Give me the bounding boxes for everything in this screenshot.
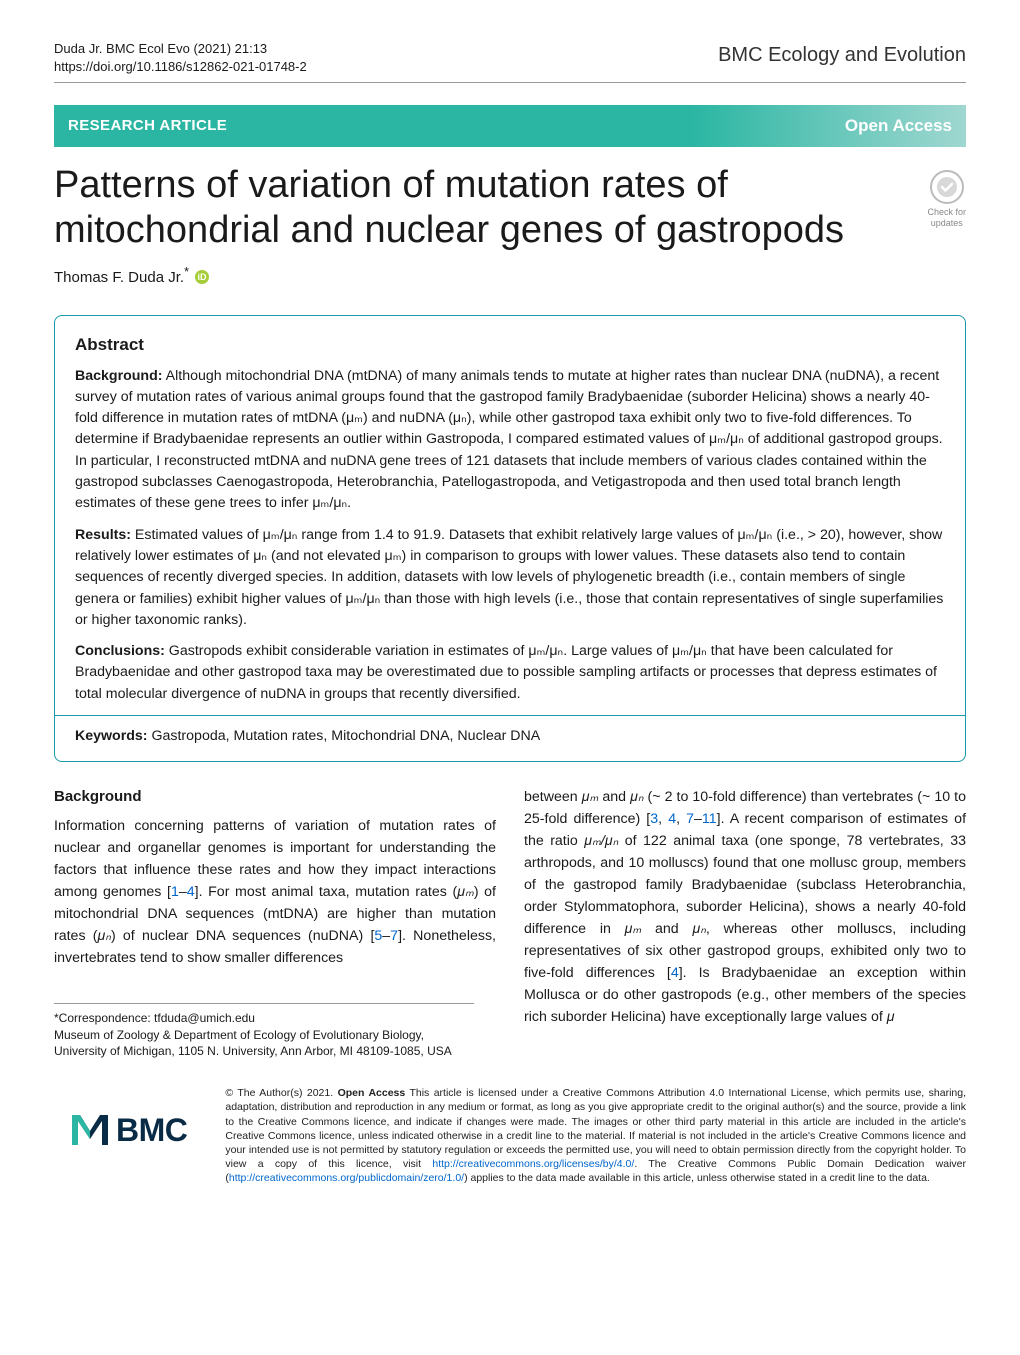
correspondence-email: *Correspondence: tfduda@umich.edu bbox=[54, 1010, 474, 1027]
check-for-updates-badge[interactable]: Check for updates bbox=[927, 169, 966, 229]
abstract-results-head: Results: bbox=[75, 527, 131, 543]
t-a: between bbox=[524, 789, 582, 805]
bmc-logo-text: BMC bbox=[116, 1106, 187, 1154]
comma1: , bbox=[658, 811, 668, 827]
mu: μ bbox=[887, 1009, 895, 1025]
open-access-bold: Open Access bbox=[338, 1087, 406, 1099]
updates-line1: Check for bbox=[927, 207, 966, 218]
bmc-logo: BMC bbox=[54, 1086, 205, 1174]
article-title: Patterns of variation of mutation rates … bbox=[54, 163, 874, 253]
orcid-icon[interactable]: iD bbox=[195, 269, 209, 292]
page-header: Duda Jr. BMC Ecol Evo (2021) 21:13 https… bbox=[54, 40, 966, 76]
footer-block: BMC © The Author(s) 2021. Open Access Th… bbox=[54, 1086, 966, 1185]
crossmark-icon bbox=[929, 169, 965, 205]
doi-line: https://doi.org/10.1186/s12862-021-01748… bbox=[54, 58, 307, 76]
author-line: Thomas F. Duda Jr.* iD bbox=[54, 263, 966, 292]
license-c: ) applies to the data made available in … bbox=[464, 1172, 930, 1184]
bmc-logo-icon bbox=[72, 1115, 108, 1145]
column-left: Background Information concerning patter… bbox=[54, 786, 496, 1060]
abstract-background-head: Background: bbox=[75, 368, 163, 384]
updates-line2: updates bbox=[927, 218, 966, 229]
mu-m3: μₘ bbox=[625, 921, 642, 937]
mu-m: μₘ bbox=[457, 884, 474, 900]
keywords-head: Keywords: bbox=[75, 728, 148, 744]
abstract-background: Background: Although mitochondrial DNA (… bbox=[75, 366, 945, 515]
background-paragraph-cont: between μₘ and μₙ (~ 2 to 10-fold differ… bbox=[524, 786, 966, 1028]
author-suffix: * bbox=[184, 265, 189, 279]
comma2: , bbox=[676, 811, 686, 827]
copyright: © The Author(s) 2021. bbox=[225, 1087, 337, 1099]
license-link-1[interactable]: http://creativecommons.org/licenses/by/4… bbox=[432, 1158, 634, 1170]
ref-link-1[interactable]: 1 bbox=[171, 884, 179, 900]
abstract-conclusions-head: Conclusions: bbox=[75, 643, 165, 659]
mu-n2: μₙ bbox=[630, 789, 643, 805]
correspondence-affiliation: Museum of Zoology & Department of Ecolog… bbox=[54, 1027, 474, 1061]
abstract-heading: Abstract bbox=[75, 332, 945, 358]
t-b: and bbox=[598, 789, 630, 805]
citation-text: Duda Jr. BMC Ecol Evo (2021) 21:13 bbox=[54, 41, 267, 56]
abstract-background-text: Although mitochondrial DNA (mtDNA) of ma… bbox=[75, 368, 943, 512]
keywords-row: Keywords: Gastropoda, Mutation rates, Mi… bbox=[55, 715, 965, 761]
mu-ratio: μₘ/μₙ bbox=[584, 833, 618, 849]
column-right: between μₘ and μₙ (~ 2 to 10-fold differ… bbox=[524, 786, 966, 1060]
t-f: and bbox=[641, 921, 692, 937]
journal-name: BMC Ecology and Evolution bbox=[718, 40, 966, 70]
mu-n: μₙ bbox=[98, 928, 111, 944]
open-access-label: Open Access bbox=[845, 113, 952, 139]
main-columns: Background Information concerning patter… bbox=[54, 786, 966, 1060]
text-dash1: – bbox=[179, 884, 187, 900]
svg-text:iD: iD bbox=[198, 272, 208, 282]
abstract-conclusions-text: Gastropods exhibit considerable variatio… bbox=[75, 643, 937, 702]
text-dash2: – bbox=[382, 928, 390, 944]
abstract-conclusions: Conclusions: Gastropods exhibit consider… bbox=[75, 641, 945, 705]
article-type-label: RESEARCH ARTICLE bbox=[68, 115, 227, 138]
ref-link-4[interactable]: 4 bbox=[187, 884, 195, 900]
article-type-banner: RESEARCH ARTICLE Open Access bbox=[54, 105, 966, 147]
author-name: Thomas F. Duda Jr. bbox=[54, 269, 184, 286]
keywords-text: Gastropoda, Mutation rates, Mitochondria… bbox=[148, 728, 541, 744]
ref-link-4c[interactable]: 4 bbox=[671, 965, 679, 981]
license-link-2[interactable]: http://creativecommons.org/publicdomain/… bbox=[229, 1172, 464, 1184]
header-left: Duda Jr. BMC Ecol Evo (2021) 21:13 https… bbox=[54, 40, 307, 76]
doi-text: https://doi.org/10.1186/s12862-021-01748… bbox=[54, 59, 307, 74]
ref-link-11[interactable]: 11 bbox=[702, 811, 717, 827]
text-d: ) of nuclear DNA sequences (nuDNA) [ bbox=[111, 928, 374, 944]
license-text: © The Author(s) 2021. Open Access This a… bbox=[225, 1086, 966, 1185]
ref-link-7b[interactable]: 7 bbox=[686, 811, 694, 827]
ref-link-7[interactable]: 7 bbox=[390, 928, 398, 944]
abstract-results: Results: Estimated values of μₘ/μₙ range… bbox=[75, 525, 945, 631]
mu-n3: μₙ bbox=[692, 921, 705, 937]
ref-link-3b[interactable]: 3 bbox=[650, 811, 658, 827]
correspondence-block: *Correspondence: tfduda@umich.edu Museum… bbox=[54, 1003, 474, 1060]
abstract-box: Abstract Background: Although mitochondr… bbox=[54, 315, 966, 762]
citation-line: Duda Jr. BMC Ecol Evo (2021) 21:13 bbox=[54, 40, 307, 58]
background-heading: Background bbox=[54, 786, 496, 809]
dash1b: – bbox=[694, 811, 702, 827]
text-b: ]. For most animal taxa, mutation rates … bbox=[195, 884, 458, 900]
header-divider bbox=[54, 82, 966, 83]
abstract-results-text: Estimated values of μₘ/μₙ range from 1.4… bbox=[75, 527, 943, 628]
background-paragraph: Information concerning patterns of varia… bbox=[54, 815, 496, 969]
ref-link-4b[interactable]: 4 bbox=[668, 811, 676, 827]
mu-m2: μₘ bbox=[582, 789, 599, 805]
